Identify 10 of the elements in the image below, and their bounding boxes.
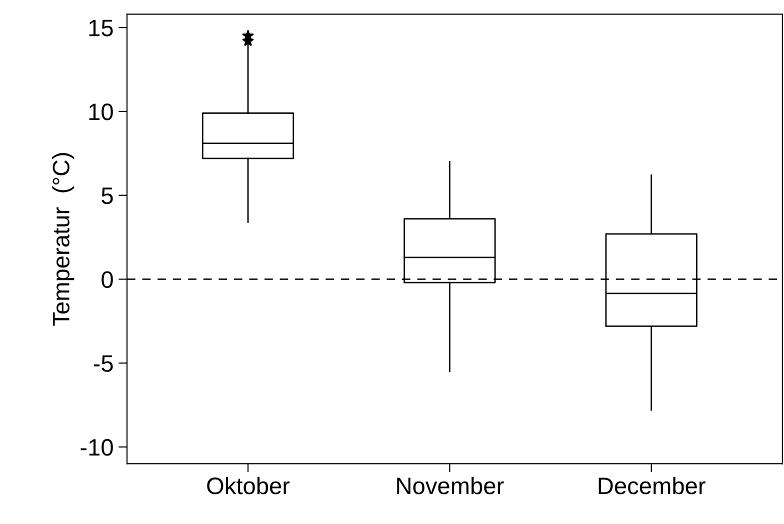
y-axis-title: Temperatur (°C) <box>52 153 74 326</box>
y-tick-label: -10 <box>80 439 113 456</box>
y-tick-label: 10 <box>89 104 113 120</box>
y-tick-label: -5 <box>94 355 113 372</box>
y-tick-label: 15 <box>89 20 113 36</box>
y-tick-label: 0 <box>102 271 113 288</box>
x-tick-label: December <box>598 476 706 494</box>
y-tick-label: 5 <box>102 188 113 204</box>
x-tick-label: November <box>397 476 504 494</box>
x-tick-label: Oktober <box>207 476 290 494</box>
